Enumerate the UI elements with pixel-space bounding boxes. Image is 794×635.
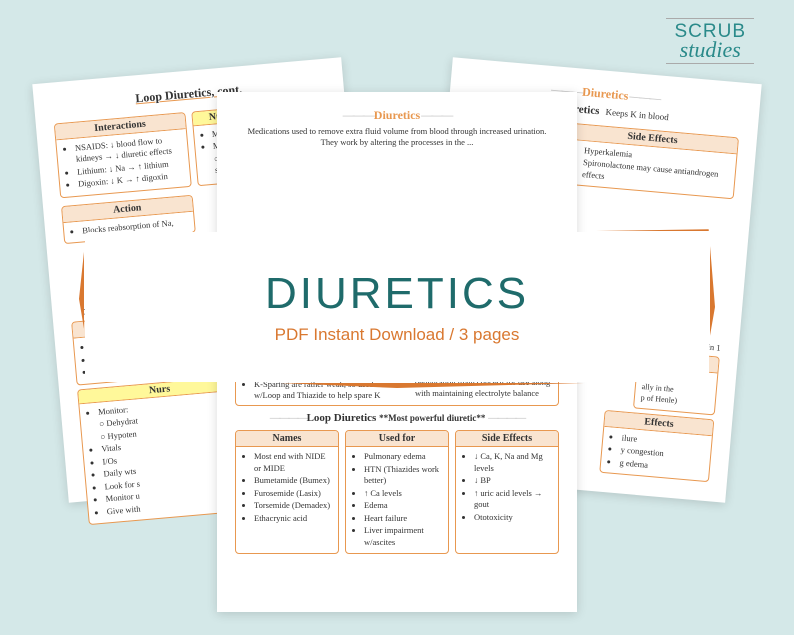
box-sidefx-right: Side Effects Hyperkalemia Spironolactone… <box>562 123 739 200</box>
center-intro: Medications used to remove extra fluid v… <box>235 126 559 148</box>
list-item: Most end with NIDE or MIDE <box>254 451 332 474</box>
list-item: Liver impairment w/ascites <box>364 525 442 548</box>
box-head: Side Effects <box>456 431 558 447</box>
box-names: Names Most end with NIDE or MIDE Bumetam… <box>235 430 339 554</box>
overlay-subtitle: PDF Instant Download / 3 pages <box>275 325 520 345</box>
list-item: Furosemide (Lasix) <box>254 488 332 499</box>
logo-bottom: studies <box>674 37 746 63</box>
brand-logo: SCRUB studies <box>666 18 754 64</box>
list-item: Edema <box>364 500 442 511</box>
list-item: ↓ Ca, K, Na and Mg levels <box>474 451 552 474</box>
list-item: Pulmonary edema <box>364 451 442 462</box>
title-overlay: DIURETICS PDF Instant Download / 3 pages <box>85 232 709 382</box>
overlay-title: DIURETICS <box>265 269 529 319</box>
loop-tag: **Most powerful diuretic** <box>379 413 485 423</box>
list-item: Torsemide (Demadex) <box>254 500 332 511</box>
list-item: ↑ Ca levels <box>364 488 442 499</box>
list-item: Ethacrynic acid <box>254 513 332 524</box>
box-effects: Effects ilure y congestion g edema <box>600 410 715 483</box>
loop-head: Loop Diuretics <box>307 412 377 424</box>
box-interactions: Interactions NSAIDS: ↓ blood flow to kid… <box>54 112 192 198</box>
box-head: Names <box>236 431 338 447</box>
list-item: Heart failure <box>364 513 442 524</box>
list-item: HTN (Thiazides work better) <box>364 464 442 487</box>
right-subnote: Keeps K in blood <box>605 107 669 122</box>
list-item: ↑ uric acid levels → gout <box>474 488 552 511</box>
box-head: Used for <box>346 431 448 447</box>
list-item: Bumetamide (Bumex) <box>254 475 332 486</box>
list-item: Ototoxicity <box>474 512 552 523</box>
box-sidefx: Side Effects ↓ Ca, K, Na and Mg levels ↓… <box>455 430 559 554</box>
box-used: Used for Pulmonary edema HTN (Thiazides … <box>345 430 449 554</box>
center-diuretics-title: Diuretics <box>235 108 559 123</box>
list-item: ↓ BP <box>474 475 552 486</box>
